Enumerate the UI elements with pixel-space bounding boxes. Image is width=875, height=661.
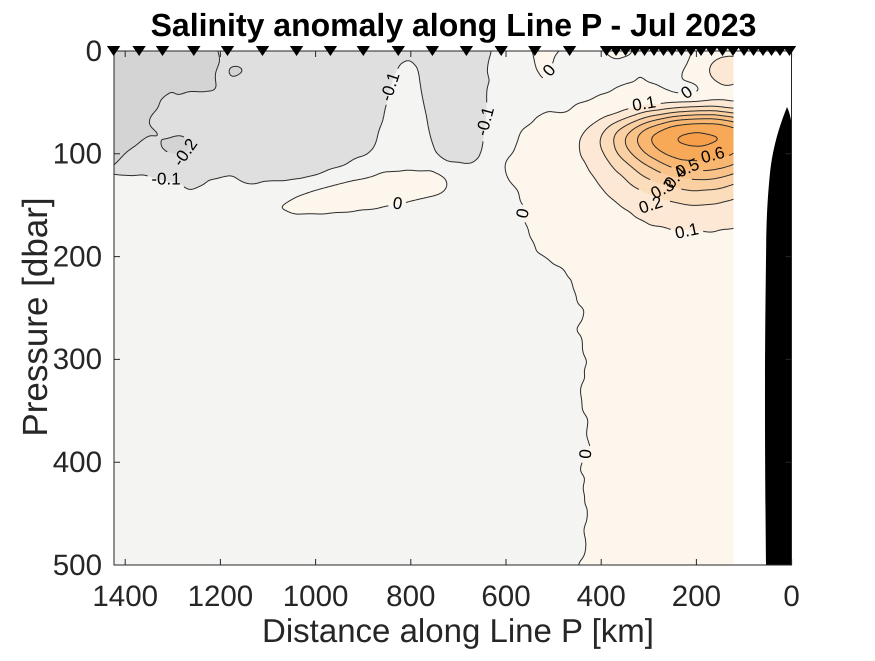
svg-text:0: 0 xyxy=(512,207,533,220)
svg-text:800: 800 xyxy=(386,580,435,613)
svg-text:0: 0 xyxy=(86,35,102,68)
svg-text:300: 300 xyxy=(53,343,102,376)
svg-text:200: 200 xyxy=(53,240,102,273)
svg-text:400: 400 xyxy=(577,580,626,613)
svg-text:0: 0 xyxy=(392,193,404,213)
svg-text:100: 100 xyxy=(53,138,102,171)
svg-text:0: 0 xyxy=(576,448,596,459)
svg-text:400: 400 xyxy=(53,446,102,479)
svg-text:Salinity anomaly along Line P: Salinity anomaly along Line P - Jul 2023 xyxy=(151,7,757,43)
svg-text:200: 200 xyxy=(672,580,721,613)
svg-text:Pressure [dbar]: Pressure [dbar] xyxy=(16,197,55,436)
svg-text:-0.1: -0.1 xyxy=(151,169,180,188)
svg-text:600: 600 xyxy=(481,580,530,613)
svg-text:1400: 1400 xyxy=(92,580,158,613)
svg-text:1000: 1000 xyxy=(283,580,349,613)
svg-text:0: 0 xyxy=(783,580,799,613)
svg-text:0.1: 0.1 xyxy=(631,92,658,115)
svg-text:1200: 1200 xyxy=(188,580,254,613)
svg-text:500: 500 xyxy=(53,549,102,582)
svg-text:0.1: 0.1 xyxy=(673,219,700,242)
svg-text:Distance along Line P [km]: Distance along Line P [km] xyxy=(262,612,654,649)
